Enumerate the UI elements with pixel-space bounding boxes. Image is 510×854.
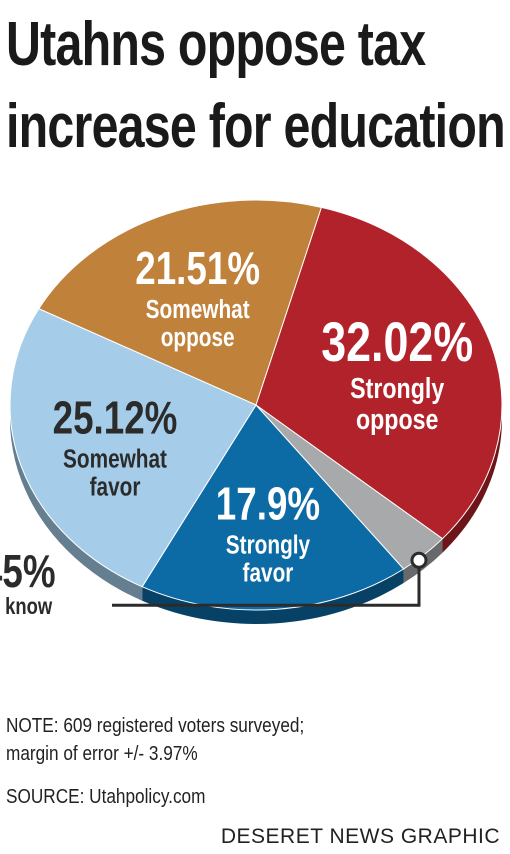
title-line-1: Utahns oppose tax [6,10,426,79]
callout-dot-don-t-know [410,551,428,569]
value-label-don-t-know: 3.45% [0,545,56,597]
slice-strongly-favor [141,404,405,611]
chart-title: Utahns oppose tax increase for education [6,4,506,168]
note: NOTE: 609 registered voters surveyed; ma… [6,712,350,768]
value-label-strongly-favor: 17.9% [216,478,320,530]
note-line-1: NOTE: 609 registered voters surveyed; [6,715,305,737]
note-line-2: margin of error +/- 3.97% [6,743,198,765]
slice-somewhat-oppose [38,199,323,406]
category-label-don-t-know: Don't know [0,594,53,619]
category-label-strongly-favor: Strongly [226,530,310,559]
category-label-somewhat-oppose: Somewhat [146,295,250,324]
callout-line-don-t-know [112,560,421,607]
category-label-2-somewhat-oppose: oppose [161,323,235,352]
slice-strongly-oppose [255,206,503,540]
category-label-somewhat-favor: Somewhat [63,444,167,473]
depth-strongly-favor [142,568,404,624]
value-label-strongly-oppose: 32.02% [321,310,473,373]
source: SOURCE: Utahpolicy.com [6,786,206,808]
category-label-2-strongly-oppose: oppose [356,403,438,436]
graphic-credit: DESERET NEWS GRAPHIC [220,825,500,848]
value-label-somewhat-favor: 25.12% [53,391,178,443]
title-line-2: increase for education [6,92,506,161]
slice-somewhat-favor [9,308,257,588]
category-label-2-strongly-favor: favor [243,558,294,587]
pie-slices [9,199,503,611]
category-label-2-somewhat-favor: favor [90,472,141,501]
category-label-strongly-oppose: Strongly [350,372,444,405]
value-label-somewhat-oppose: 21.51% [135,242,260,294]
